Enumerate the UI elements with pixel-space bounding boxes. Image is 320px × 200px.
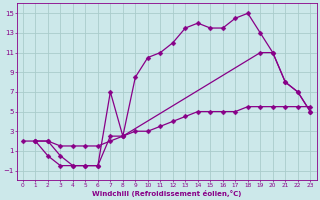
X-axis label: Windchill (Refroidissement éolien,°C): Windchill (Refroidissement éolien,°C) <box>92 190 241 197</box>
